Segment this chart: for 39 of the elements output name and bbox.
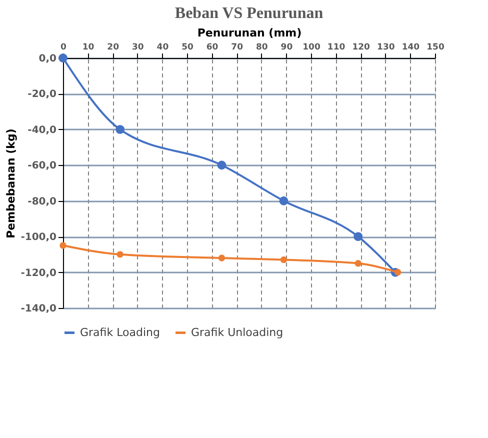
x-tick-label: 40 (156, 42, 169, 52)
x-tick-label: 140 (402, 42, 420, 52)
point (116, 251, 124, 258)
chart-title: Beban VS Penurunan (174, 5, 324, 22)
x-tick-label: 80 (256, 42, 268, 52)
x-axis-title: Penurunan (mm) (197, 26, 302, 40)
x-tick-label: 130 (377, 42, 395, 52)
x-tick-label: 90 (280, 42, 293, 52)
x-tick-label: 110 (327, 42, 346, 52)
y-tick-label: -60,0 (28, 160, 57, 172)
y-tick-label: -80,0 (28, 196, 57, 208)
point (280, 256, 288, 264)
y-axis-title: Pembebanan (kg) (4, 128, 18, 238)
y-tick-label: -100,0 (20, 232, 57, 244)
y-tick-label: -40,0 (28, 124, 57, 136)
x-tick-label: 30 (132, 42, 144, 52)
y-tick-label: -120,0 (20, 268, 57, 279)
point (354, 232, 363, 242)
point (354, 260, 362, 267)
point (218, 254, 226, 262)
x-tick-label: 20 (107, 42, 120, 52)
y-tick-label: -20,0 (28, 89, 57, 100)
legend-label: Grafik Loading (80, 326, 160, 339)
x-tick-label: 60 (206, 42, 218, 52)
y-tick-label: 0,0 (38, 54, 57, 64)
legend-label: Grafik Unloading (191, 326, 284, 339)
point (116, 124, 125, 134)
x-tick-label: 100 (302, 42, 320, 52)
x-tick-label: 120 (352, 42, 370, 52)
y-tick-label: -140,0 (20, 304, 57, 314)
point (279, 196, 288, 206)
point (217, 160, 226, 170)
point (394, 268, 402, 276)
x-tick-label: 70 (231, 42, 244, 52)
x-tick-label: 50 (182, 42, 194, 52)
x-tick-label: 150 (426, 42, 444, 52)
x-tick-label: 10 (82, 42, 94, 52)
x-tick-label: 0 (60, 42, 67, 52)
point (60, 242, 66, 249)
